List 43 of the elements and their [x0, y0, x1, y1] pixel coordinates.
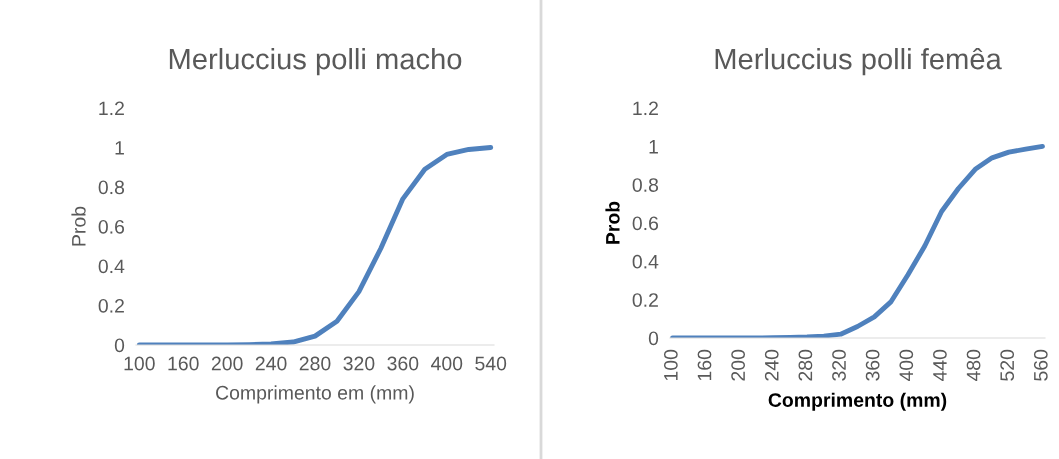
y-tick-label: 1.2 — [99, 101, 124, 116]
x-tick-label: 240 — [255, 356, 287, 371]
x-tick-label: 560 — [1033, 349, 1048, 381]
x-tick-label: 400 — [899, 349, 914, 382]
chart-title: Merluccius polli macho — [169, 47, 462, 76]
x-tick-label: 160 — [697, 349, 712, 381]
x-tick-label: 480 — [966, 349, 981, 382]
y-tick-label: 0 — [114, 338, 125, 353]
x-tick-label: 100 — [124, 356, 155, 371]
y-tick-label: 1 — [649, 140, 658, 154]
y-tick-label: 1 — [115, 141, 124, 155]
x-axis-title: Comprimento em (mm) — [216, 385, 414, 404]
x-tick-label: 200 — [731, 349, 746, 381]
line-series — [670, 143, 1045, 338]
line-series — [136, 145, 494, 345]
x-tick-label: 280 — [299, 356, 331, 371]
y-tick-label: 0.4 — [632, 254, 659, 269]
x-tick-label: 200 — [211, 356, 243, 371]
y-tick-label: 0.2 — [98, 298, 124, 313]
y-tick-label: 0 — [648, 331, 659, 346]
x-tick-label: 100 — [663, 349, 678, 381]
x-tick-label: 320 — [832, 349, 846, 381]
y-tick-label: 0.6 — [632, 216, 659, 231]
y-tick-label: 0.6 — [98, 219, 125, 234]
x-tick-label: 320 — [343, 356, 375, 371]
y-tick-label: 0.2 — [632, 293, 658, 307]
y-axis-title: Prob — [71, 206, 86, 246]
x-tick-label: 540 — [475, 356, 507, 371]
x-tick-label: 360 — [387, 356, 419, 371]
y-tick-label: 1.2 — [633, 101, 658, 116]
x-tick-label: 520 — [1000, 349, 1015, 381]
x-tick-label: 280 — [798, 349, 813, 381]
chart-title: Merluccius polli femêa — [715, 47, 1002, 76]
x-tick-label: 240 — [764, 349, 779, 381]
x-tick-label: 160 — [168, 356, 199, 371]
y-axis-title: Prob — [605, 201, 620, 244]
x-tick-label: 440 — [933, 349, 947, 382]
y-tick-label: 0.8 — [632, 178, 659, 192]
x-tick-label: 360 — [865, 349, 880, 381]
x-axis-title: Comprimento (mm) — [768, 392, 947, 411]
y-tick-label: 0.4 — [98, 259, 125, 274]
y-tick-label: 0.8 — [98, 180, 125, 195]
x-tick-label: 400 — [431, 356, 463, 371]
